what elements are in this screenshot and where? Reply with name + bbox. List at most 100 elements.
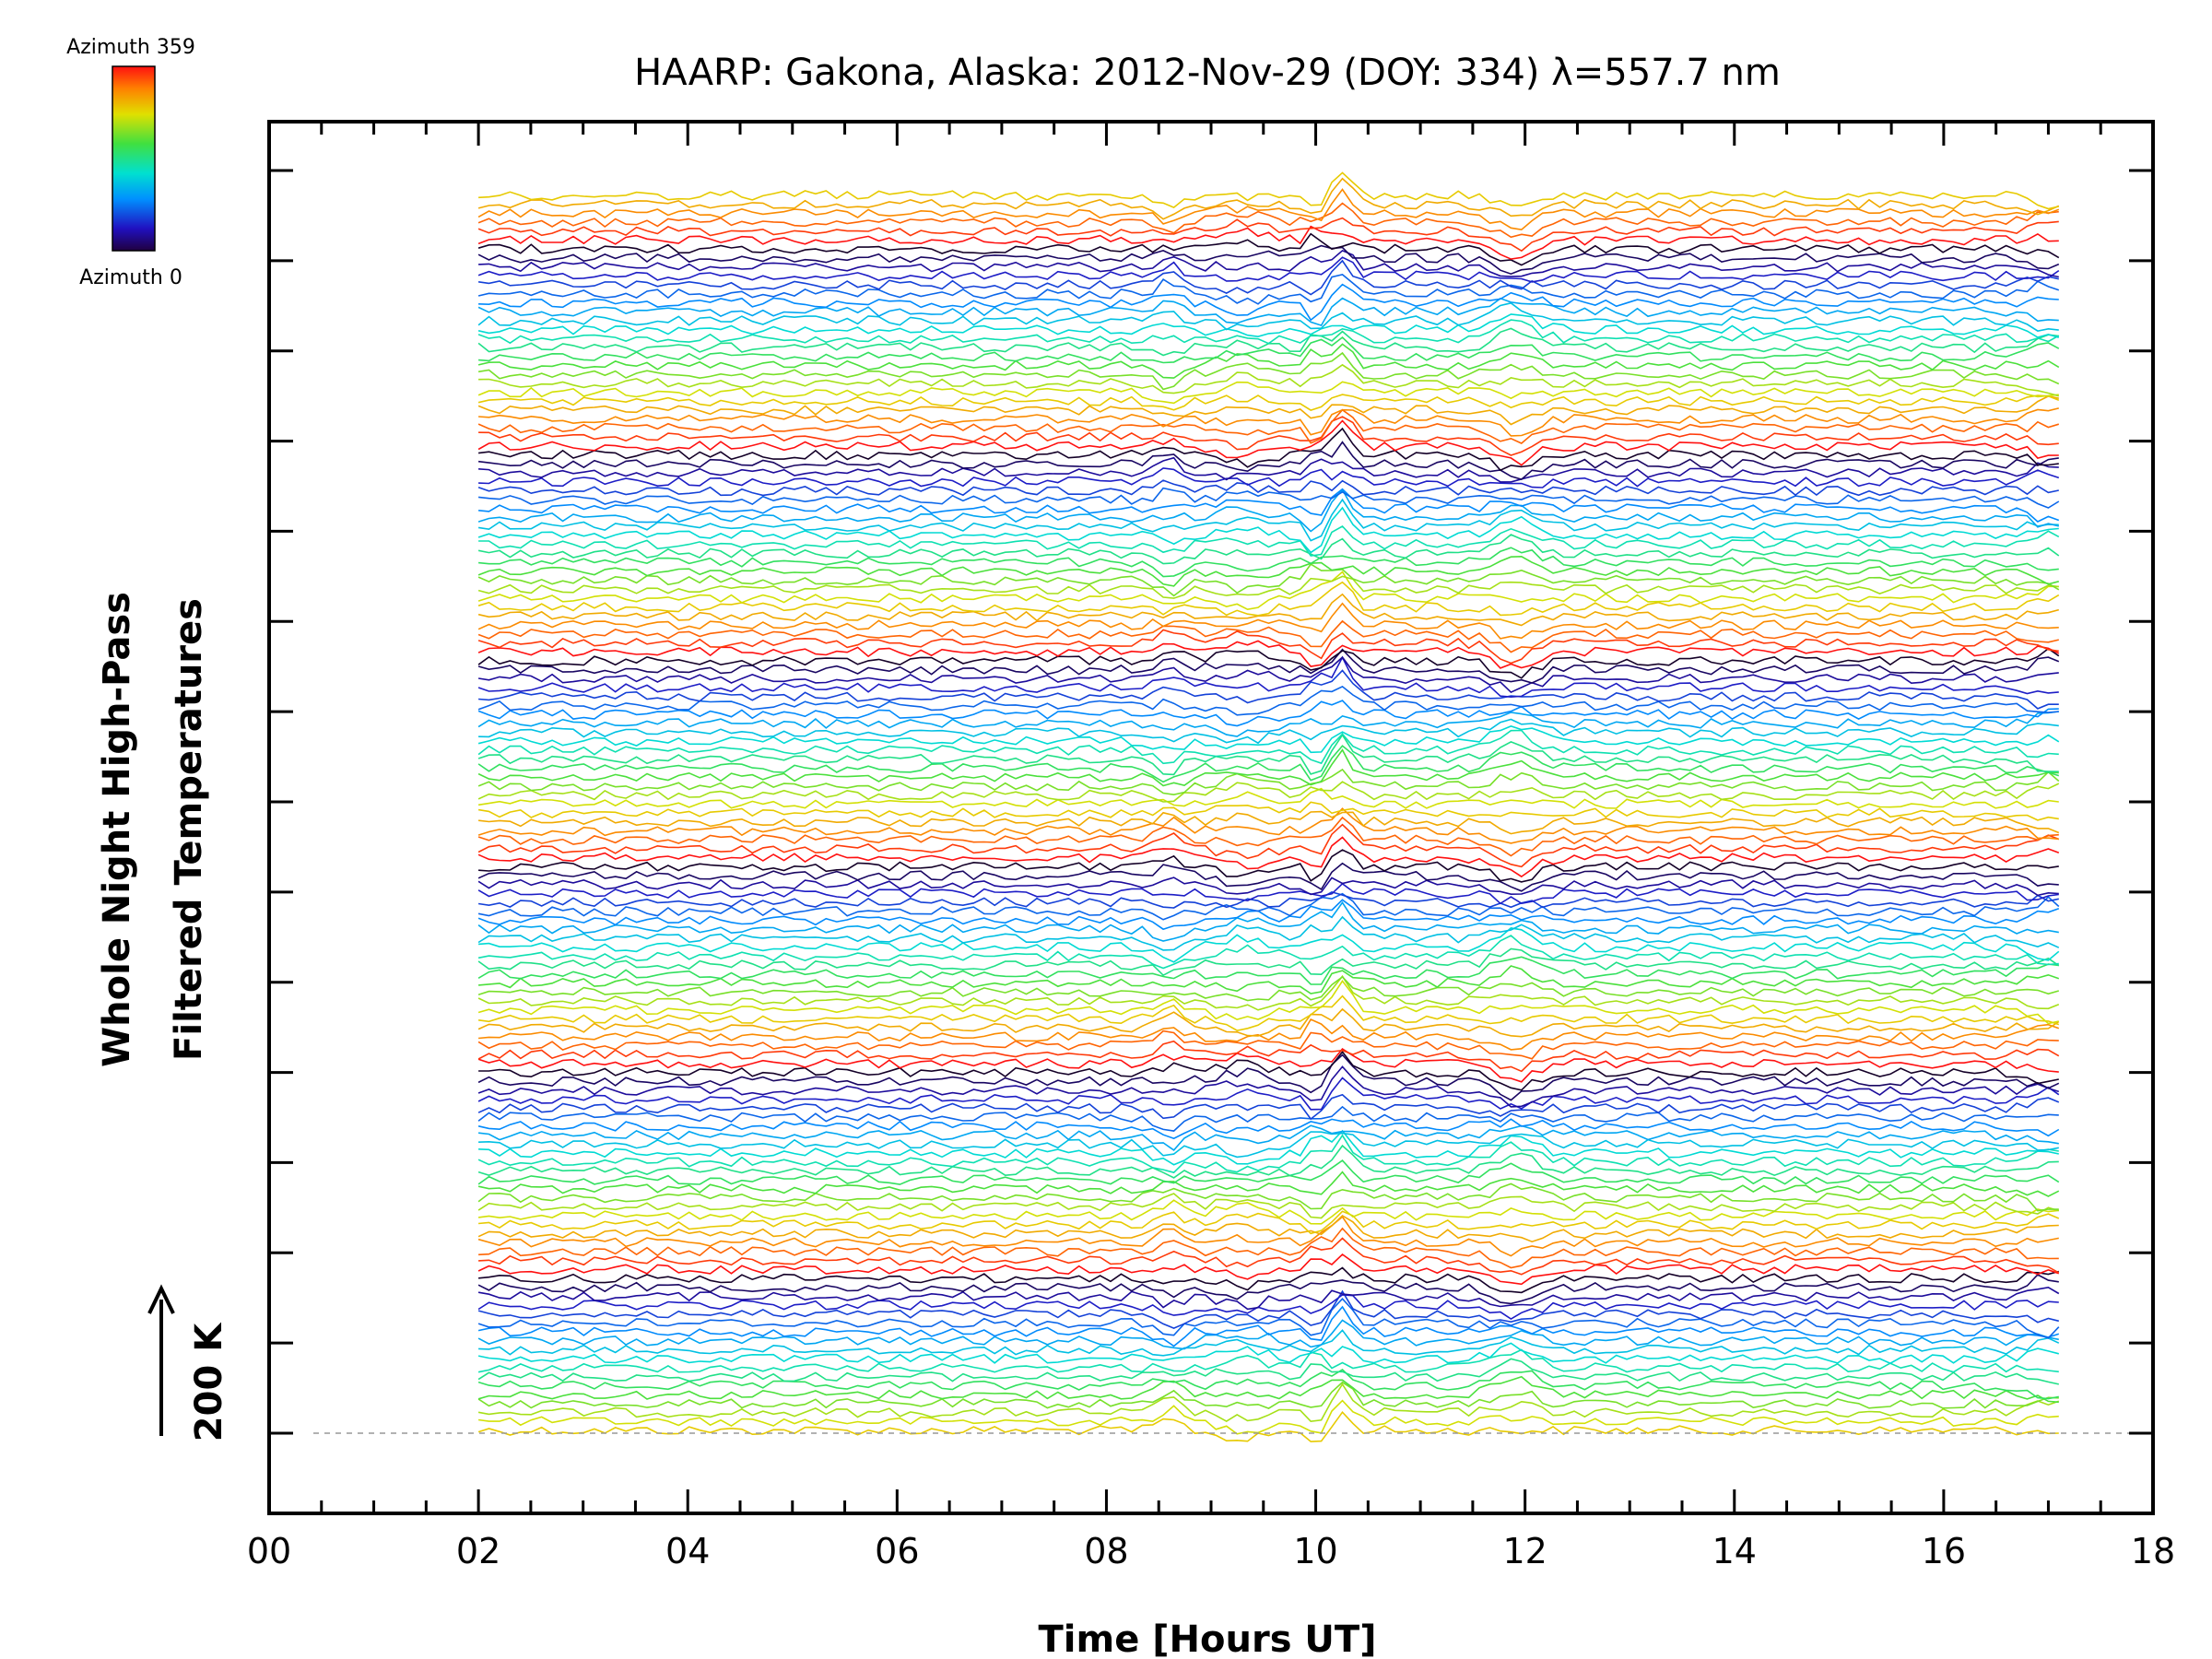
- azimuth-trace: [477, 1215, 2059, 1243]
- azimuth-trace: [477, 733, 2059, 776]
- azimuth-trace: [477, 974, 2060, 1011]
- azimuth-trace: [477, 1093, 2060, 1121]
- azimuth-trace: [477, 555, 2060, 587]
- azimuth-trace: [478, 249, 2059, 278]
- azimuth-trace: [477, 1410, 2059, 1442]
- azimuth-trace: [477, 1305, 2060, 1347]
- azimuth-trace: [477, 1171, 2060, 1197]
- azimuth-trace: [477, 1077, 2060, 1111]
- azimuth-trace: [477, 602, 2059, 640]
- azimuth-trace: [478, 718, 2059, 745]
- azimuth-trace: [477, 408, 2060, 444]
- azimuth-trace: [477, 1193, 2060, 1219]
- azimuth-trace: [477, 177, 2060, 220]
- azimuth-trace: [477, 479, 2059, 497]
- azimuth-trace: [477, 836, 2060, 878]
- azimuth-trace: [477, 343, 2060, 379]
- x-tick-label: 14: [1712, 1531, 1757, 1571]
- azimuth-trace: [477, 994, 2060, 1031]
- azimuth-trace: [478, 488, 2060, 523]
- azimuth-trace: [477, 816, 2059, 857]
- azimuth-trace: [478, 1129, 2059, 1166]
- azimuth-trace: [477, 935, 2059, 970]
- azimuth-trace: [477, 768, 2060, 796]
- azimuth-trace: [477, 188, 2060, 231]
- azimuth-trace: [477, 301, 2059, 332]
- azimuth-trace: [478, 965, 2060, 994]
- colorbar-gradient: [112, 65, 156, 252]
- y-axis-label-group: Whole Night High-Pass: [96, 592, 138, 1067]
- azimuth-trace: [477, 259, 2059, 296]
- y-axis-label-line2: Filtered Temperatures: [168, 598, 210, 1061]
- azimuth-trace: [477, 1399, 2059, 1435]
- azimuth-trace: [477, 801, 2059, 821]
- azimuth-trace: [477, 1348, 2059, 1373]
- azimuth-trace: [477, 1375, 2059, 1404]
- azimuth-trace: [477, 571, 2059, 611]
- x-tick-label: 08: [1084, 1531, 1128, 1571]
- azimuth-trace: [478, 849, 2059, 883]
- azimuth-trace: [477, 1053, 2060, 1101]
- x-tick-label: 06: [875, 1531, 919, 1571]
- azimuth-trace: [477, 900, 2059, 942]
- azimuth-trace: [478, 810, 2060, 835]
- colorbar-top-label: Azimuth 359: [66, 36, 195, 59]
- x-tick-label: 00: [247, 1531, 291, 1571]
- azimuth-trace: [478, 407, 2059, 437]
- azimuth-trace: [477, 351, 2060, 391]
- azimuth-trace: [477, 655, 2059, 694]
- azimuth-trace: [477, 877, 2059, 897]
- azimuth-trace: [477, 729, 2059, 765]
- azimuth-trace: [477, 629, 2059, 665]
- azimuth-trace: [477, 711, 2059, 737]
- azimuth-trace: [477, 394, 2060, 411]
- azimuth-trace: [477, 956, 2059, 985]
- x-tick-label: 10: [1293, 1531, 1337, 1571]
- azimuth-trace: [478, 1237, 2060, 1276]
- scale-bar-arrowhead: [147, 1284, 175, 1314]
- azimuth-trace: [477, 1382, 2060, 1423]
- azimuth-trace: [477, 1289, 2059, 1329]
- azimuth-trace: [477, 781, 2060, 803]
- x-tick-labels: 00 02 04 06 08 10 12 14 16 18: [247, 1531, 2175, 1571]
- chart-title: HAARP: Gakona, Alaska: 2012-Nov-29 (DOY:…: [634, 52, 1781, 94]
- azimuth-trace: [478, 1050, 2059, 1091]
- y-axis-label-line1: Whole Night High-Pass: [96, 592, 138, 1067]
- x-axis-label: Time [Hours UT]: [1039, 1618, 1377, 1659]
- azimuth-trace: [477, 1007, 2060, 1038]
- azimuth-trace: [477, 980, 2059, 1025]
- scale-bar: 200 K: [147, 1284, 230, 1441]
- azimuth-trace: [477, 1048, 2059, 1083]
- azimuth-trace: [477, 725, 2060, 754]
- azimuth-trace: [477, 1274, 2059, 1305]
- azimuth-trace: [477, 700, 2059, 727]
- azimuth-trace: [477, 1199, 2059, 1225]
- azimuth-trace: [477, 1294, 2059, 1321]
- azimuth-trace: [477, 1105, 2059, 1132]
- azimuth-trace: [478, 171, 2059, 210]
- azimuth-trace: [477, 575, 2059, 599]
- x-tick-label: 02: [456, 1531, 500, 1571]
- azimuth-trace: [477, 1358, 2059, 1385]
- azimuth-trace: [477, 506, 2059, 554]
- azimuth-trace: [477, 274, 2060, 305]
- azimuth-trace: [478, 487, 2060, 509]
- azimuth-trace: [477, 232, 2060, 266]
- azimuth-trace: [477, 1342, 2059, 1365]
- azimuth-trace: [477, 319, 2060, 345]
- colorbar-bottom-label: Azimuth 0: [79, 266, 182, 289]
- azimuth-trace: [477, 1159, 2060, 1185]
- traces: [477, 171, 2060, 1442]
- azimuth-trace: [477, 748, 2059, 787]
- azimuth-trace: [477, 1319, 2059, 1350]
- azimuth-trace: [477, 593, 2060, 627]
- azimuth-trace: [477, 807, 2059, 844]
- azimuth-trace: [477, 498, 2059, 542]
- azimuth-trace: [478, 1131, 2059, 1159]
- azimuth-trace: [477, 488, 2059, 533]
- azimuth-trace: [477, 947, 2060, 977]
- x-tick-label: 16: [1922, 1531, 1966, 1571]
- azimuth-trace: [477, 1182, 2059, 1212]
- azimuth-trace: [478, 669, 2059, 710]
